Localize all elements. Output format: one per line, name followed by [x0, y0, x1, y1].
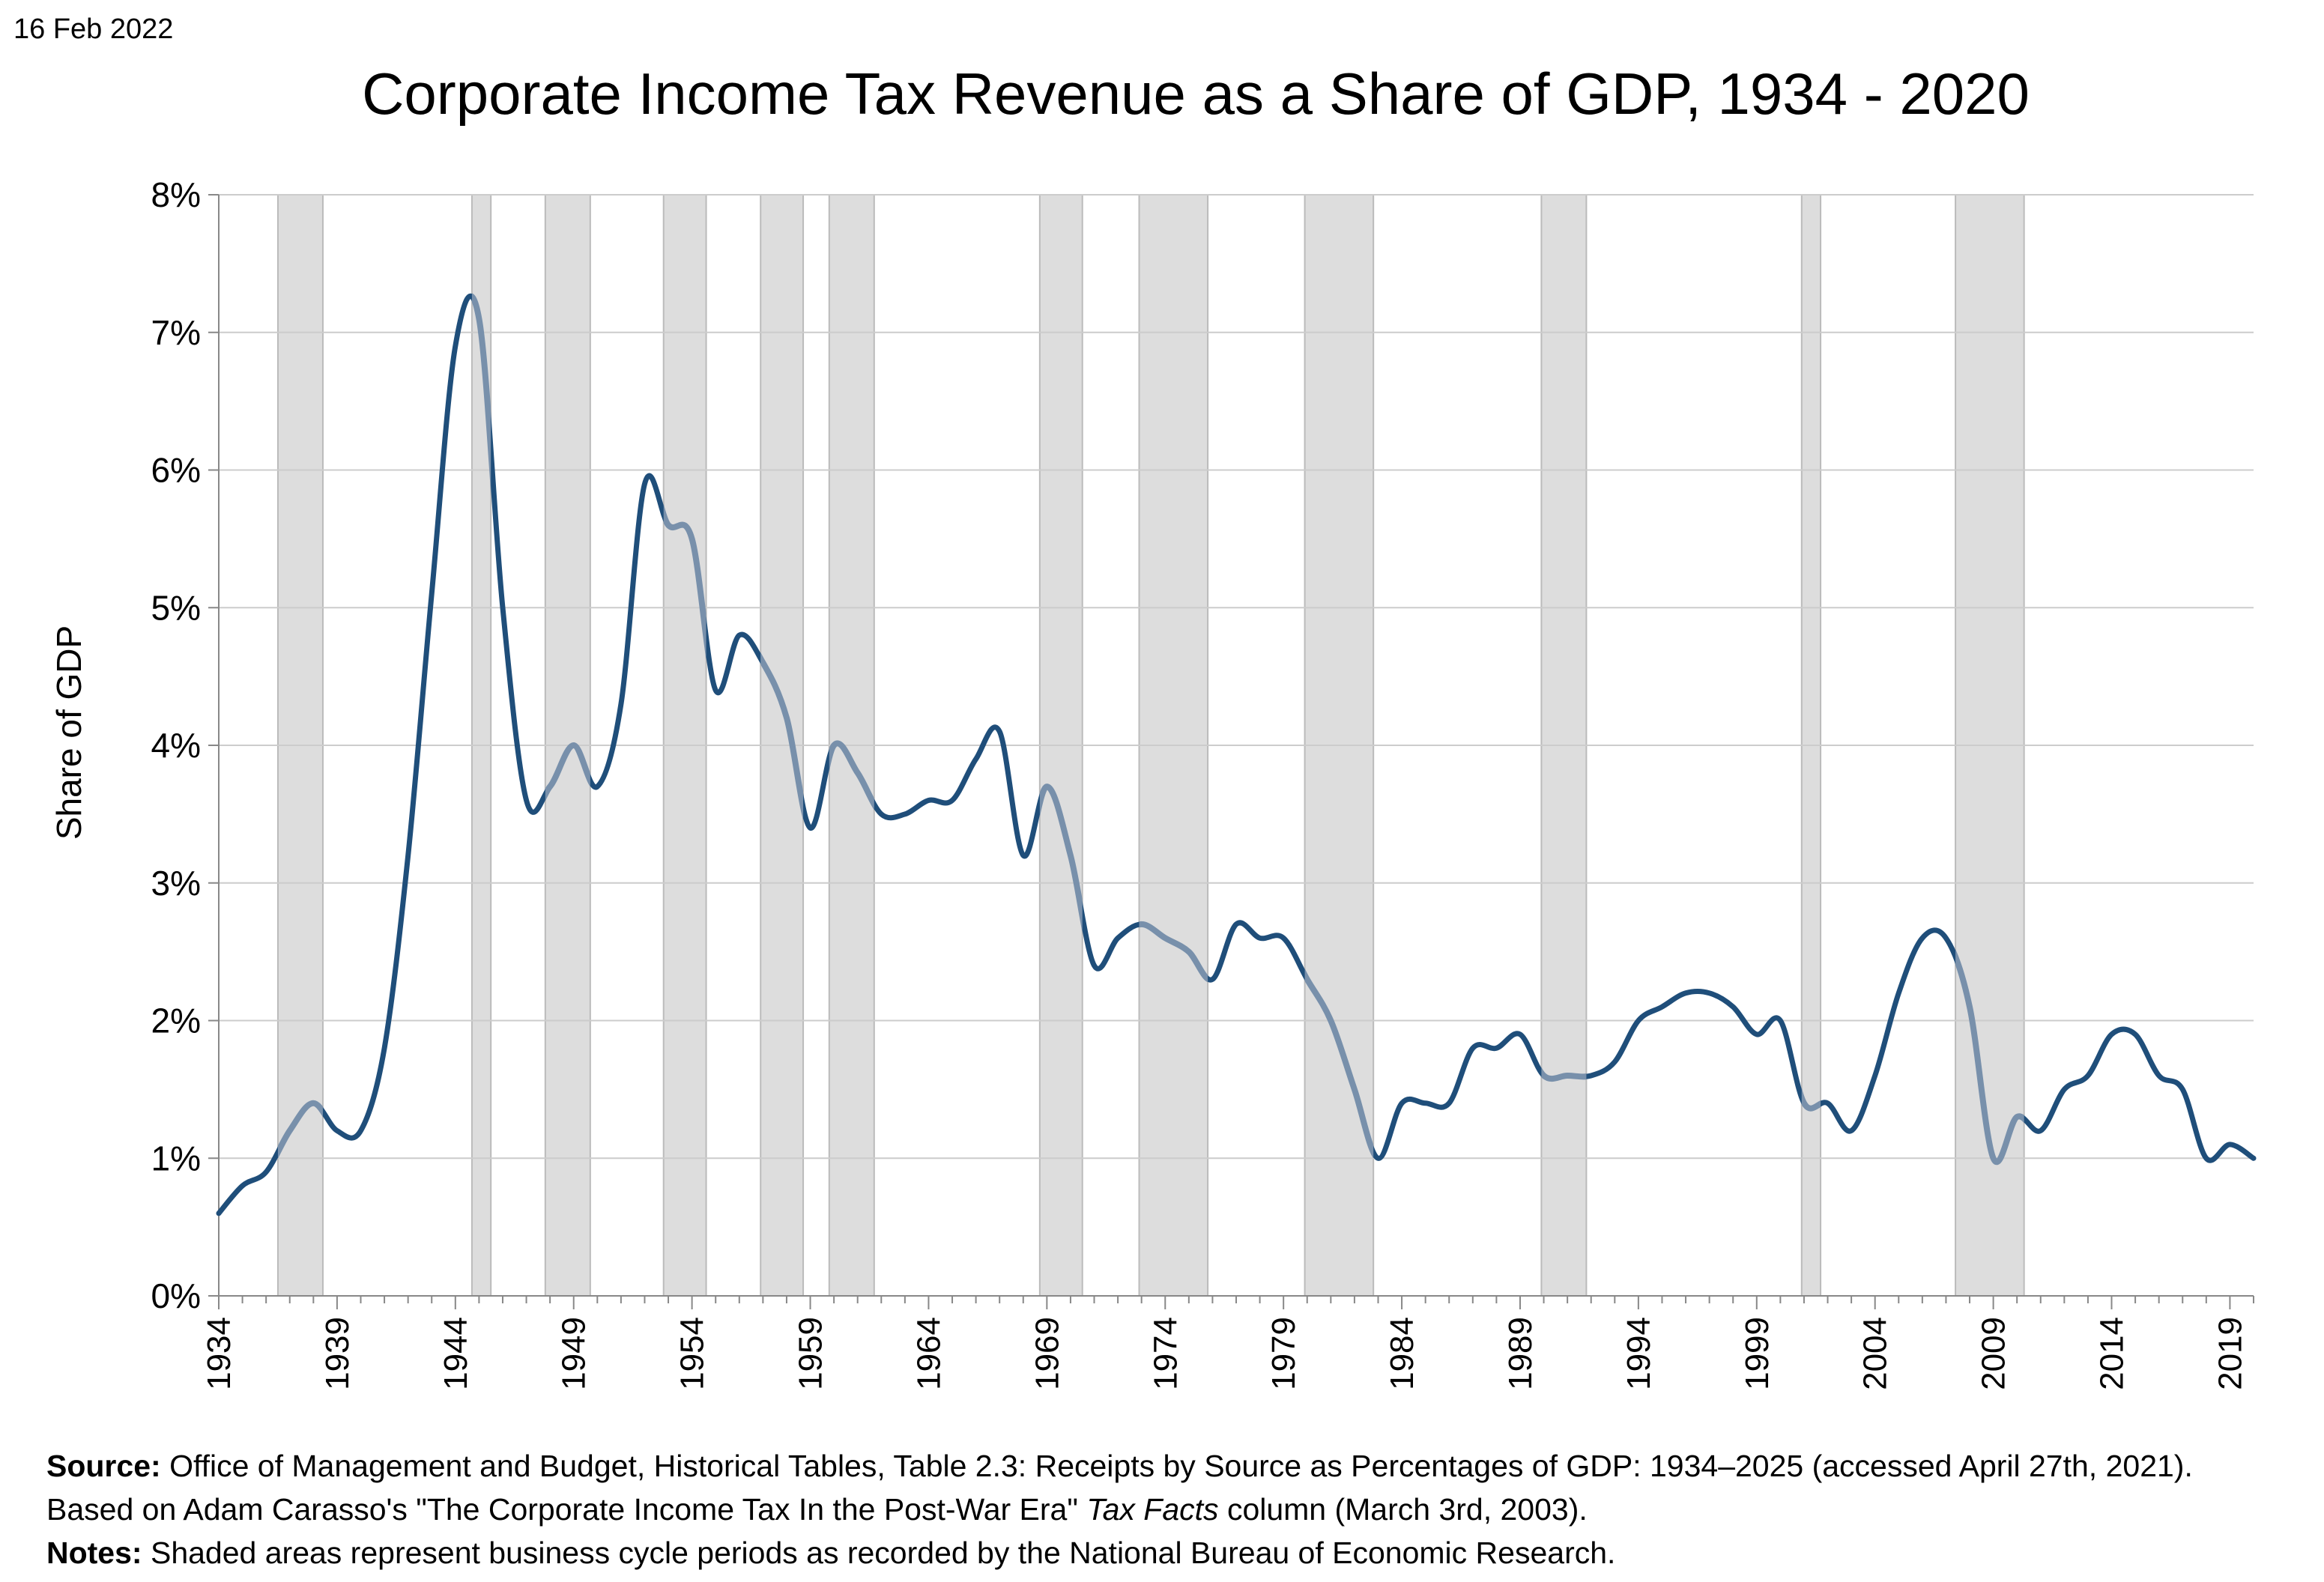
notes-text: Shaded areas represent business cycle pe…: [150, 1536, 1616, 1570]
chart-title: Corporate Income Tax Revenue as a Share …: [362, 61, 2030, 127]
x-tick-label: 1969: [1029, 1317, 1065, 1390]
series-line-recession: [277, 293, 2024, 1216]
y-axis-label: Share of GDP: [49, 625, 88, 840]
x-tick-label: 2014: [2094, 1317, 2131, 1390]
y-tick-label: 1%: [151, 1139, 201, 1178]
x-tick-label: 1949: [556, 1317, 593, 1390]
gridlines: [219, 194, 2254, 1160]
axes: [208, 194, 2254, 1309]
series-line: [216, 293, 2257, 1216]
x-tick-label: 1934: [201, 1317, 237, 1390]
series-line-main: [216, 293, 2257, 1216]
x-tick-label: 2019: [2212, 1317, 2248, 1390]
y-tick-label: 8%: [151, 175, 201, 214]
x-tick-label: 1984: [1384, 1317, 1420, 1390]
y-tick-label: 6%: [151, 451, 201, 490]
y-tick-label: 0%: [151, 1276, 201, 1315]
notes-label: Notes:: [46, 1536, 142, 1570]
x-tick-label: 1959: [793, 1317, 829, 1390]
y-tick-label: 4%: [151, 726, 201, 765]
y-tick-label: 7%: [151, 313, 201, 352]
x-tick-label: 2009: [1976, 1317, 2012, 1390]
x-tick-label: 1989: [1502, 1317, 1539, 1390]
x-tick-label: 1999: [1739, 1317, 1776, 1390]
line-chart: 0% 1% 2% 3% 4% 5% 6% 7% 8% 1934 1939 1944 1949 1954 19…: [49, 175, 2257, 1390]
source-line: Source: Office of Management and Budget,…: [46, 1444, 2279, 1531]
y-tick-label: 3%: [151, 864, 201, 903]
source-notes: Source: Office of Management and Budget,…: [46, 1444, 2279, 1575]
tick-labels: 0% 1% 2% 3% 4% 5% 6% 7% 8% 1934 1939 1944 1949 1954 19…: [151, 175, 2249, 1390]
x-tick-label: 2004: [1857, 1317, 1894, 1390]
source-italic: Tax Facts: [1086, 1492, 1219, 1527]
date-stamp: 16 Feb 2022: [13, 13, 174, 45]
x-tick-label: 1979: [1265, 1317, 1302, 1390]
x-tick-label: 1954: [674, 1317, 711, 1390]
source-tail: column (March 3rd, 2003).: [1226, 1492, 1588, 1527]
y-tick-label: 2%: [151, 1001, 201, 1040]
notes-line: Notes: Shaded areas represent business c…: [46, 1531, 2279, 1575]
x-tick-label: 1964: [910, 1317, 947, 1390]
y-tick-label: 5%: [151, 588, 201, 627]
source-text: Office of Management and Budget, Histori…: [46, 1449, 2193, 1527]
x-tick-label: 1939: [319, 1317, 356, 1390]
x-tick-label: 1944: [438, 1317, 474, 1390]
source-label: Source:: [46, 1449, 161, 1483]
x-tick-label: 1994: [1621, 1317, 1657, 1390]
x-tick-label: 1974: [1147, 1317, 1184, 1390]
